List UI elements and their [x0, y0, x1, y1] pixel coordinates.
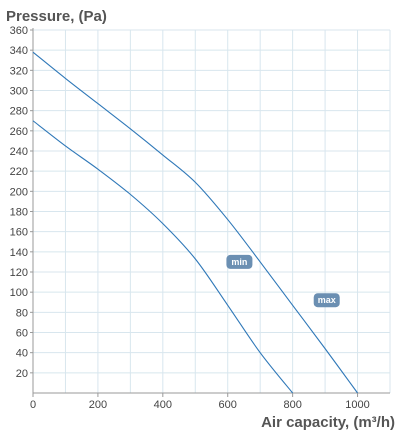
- x-tick-label: 800: [283, 399, 301, 411]
- x-tick-label: 1000: [345, 399, 369, 411]
- series-lines: [32, 51, 358, 394]
- y-tick-label: 340: [10, 45, 28, 57]
- y-tick-label: 20: [16, 368, 28, 380]
- y-tick-label: 240: [10, 146, 28, 158]
- grid: [33, 29, 391, 393]
- series-line-min: [32, 120, 294, 394]
- x-tick-label: 400: [154, 399, 172, 411]
- y-tick-label: 360: [10, 25, 28, 37]
- series-label-text: min: [231, 257, 247, 267]
- series-label-min: min: [226, 254, 253, 269]
- y-tick-labels: 20 40 60 80 100 120 140 160 180 200 220 240 260 280 30…: [10, 25, 28, 380]
- x-tick-labels: 0 200 400 600 800 1000: [30, 399, 370, 411]
- y-tick-label: 280: [10, 106, 28, 118]
- y-tick-label: 160: [10, 227, 28, 239]
- x-axis-label: Air capacity, (m³/h): [261, 414, 395, 431]
- series-line-max: [32, 51, 358, 394]
- series-label-bg: [226, 254, 253, 269]
- y-tick-label: 180: [10, 207, 28, 219]
- y-tick-label: 140: [10, 247, 28, 259]
- y-tick-label: 80: [16, 307, 28, 319]
- x-tick-label: 600: [219, 399, 237, 411]
- y-tick-label: 120: [10, 267, 28, 279]
- series-labels: min max: [226, 254, 340, 308]
- series-label-bg: [313, 293, 340, 308]
- axes: [30, 28, 390, 397]
- y-tick-label: 100: [10, 287, 28, 299]
- chart-title: Pressure, (Pa): [6, 8, 107, 25]
- y-tick-label: 300: [10, 86, 28, 98]
- y-tick-label: 200: [10, 186, 28, 198]
- y-tick-label: 260: [10, 126, 28, 138]
- y-tick-label: 60: [16, 328, 28, 340]
- series-label-text: max: [318, 295, 336, 305]
- series-label-max: max: [313, 293, 340, 308]
- y-tick-label: 320: [10, 65, 28, 77]
- x-tick-label: 200: [89, 399, 107, 411]
- y-tick-label: 220: [10, 166, 28, 178]
- x-tick-label: 0: [30, 399, 36, 411]
- y-tick-label: 40: [16, 348, 28, 360]
